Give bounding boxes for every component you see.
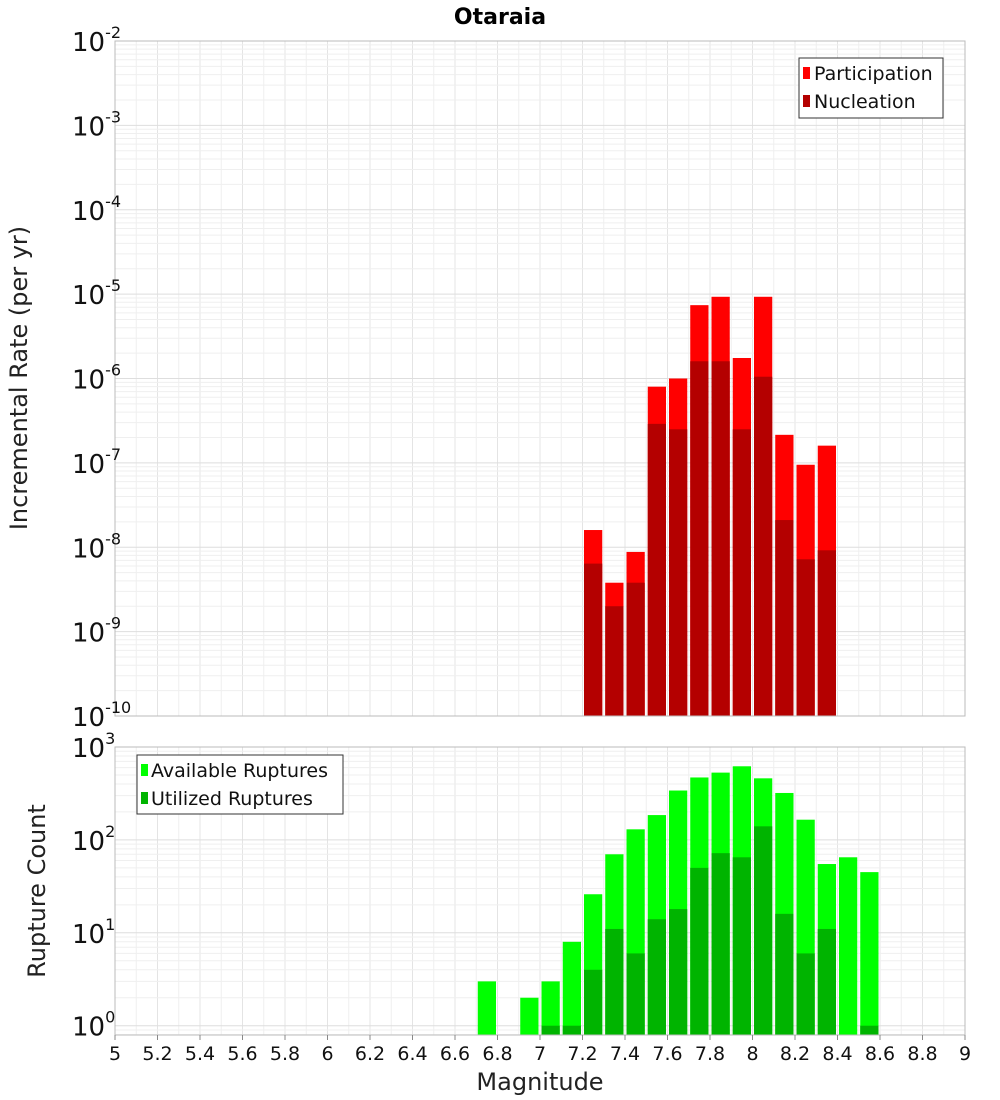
x-tick-label: 5.2 bbox=[142, 1043, 172, 1065]
x-tick-label: 6 bbox=[321, 1043, 333, 1065]
x-tick-label: 5.8 bbox=[270, 1043, 300, 1065]
legend-label-available: Available Ruptures bbox=[151, 760, 328, 782]
x-tick-label: 7.4 bbox=[610, 1043, 640, 1065]
top-y-tick-label: 10-6 bbox=[72, 361, 121, 396]
bottom-bar-series2 bbox=[796, 953, 815, 1035]
bottom-bar-series2 bbox=[732, 857, 751, 1035]
top-bar-series2 bbox=[605, 606, 624, 716]
legend-swatch-available bbox=[141, 764, 148, 776]
top-bar-series2 bbox=[584, 563, 603, 716]
x-tick-label: 6.6 bbox=[440, 1043, 470, 1065]
x-tick-label: 5 bbox=[109, 1043, 121, 1065]
bottom-bar-series1 bbox=[860, 872, 879, 1035]
legend-label-nucleation: Nucleation bbox=[814, 91, 916, 113]
top-bar-series2 bbox=[647, 423, 666, 716]
x-tick-label: 8.8 bbox=[907, 1043, 937, 1065]
bottom-bar-series2 bbox=[669, 909, 688, 1035]
top-y-tick-label: 10-8 bbox=[72, 529, 121, 564]
x-tick-label: 6.8 bbox=[482, 1043, 512, 1065]
bottom-bar-series2 bbox=[562, 1025, 581, 1035]
legend-swatch-participation bbox=[803, 67, 810, 79]
legend-swatch-nucleation bbox=[803, 95, 810, 107]
top-y-tick-label: 10-9 bbox=[72, 614, 121, 649]
top-bar-series2 bbox=[626, 582, 645, 716]
top-plot-frame bbox=[114, 40, 966, 717]
bottom-bar-series2 bbox=[541, 1025, 560, 1035]
bottom-bar-series2 bbox=[626, 953, 645, 1035]
legend-label-utilized: Utilized Ruptures bbox=[151, 788, 313, 810]
top-bar-series2 bbox=[690, 361, 709, 716]
x-tick-label: 9 bbox=[959, 1043, 971, 1065]
top-bar-series2 bbox=[711, 361, 730, 716]
x-tick-label: 5.4 bbox=[185, 1043, 215, 1065]
top-y-axis-label: Incremental Rate (per yr) bbox=[5, 226, 33, 530]
top-y-tick-label: 10-5 bbox=[72, 276, 121, 311]
legend-label-participation: Participation bbox=[814, 63, 933, 85]
chart-title: Otaraia bbox=[454, 5, 546, 30]
top-panel: 10-10 10-9 10-8 10-7 10-6 10-5 10-4 10-3 10-2 bbox=[72, 23, 966, 733]
bottom-bar-series2 bbox=[754, 826, 773, 1035]
bottom-bar-series1 bbox=[477, 981, 496, 1035]
bottom-bar-series2 bbox=[817, 928, 836, 1035]
top-y-tick-label: 10-3 bbox=[72, 107, 121, 142]
bottom-bar-series2 bbox=[584, 969, 603, 1035]
x-tick-label: 7 bbox=[534, 1043, 546, 1065]
bottom-y-tick-label: 103 bbox=[72, 729, 115, 764]
bottom-bar-series2 bbox=[690, 867, 709, 1035]
top-y-tick-label: 10-2 bbox=[72, 23, 121, 58]
bottom-bar-series2 bbox=[775, 913, 794, 1035]
x-tick-label: 8.6 bbox=[865, 1043, 895, 1065]
bottom-bar-series1 bbox=[839, 857, 858, 1035]
bottom-bar-series2 bbox=[647, 919, 666, 1035]
x-axis-ticks: 5 5.2 5.4 5.6 5.8 6 6.2 6.4 6.6 6.8 7 7.2 7.4 7.6 7.8 8… bbox=[109, 1035, 971, 1065]
bottom-legend: Available Ruptures Utilized Ruptures bbox=[136, 754, 344, 815]
top-y-tick-label: 10-10 bbox=[72, 698, 131, 733]
bottom-bar-series1 bbox=[562, 941, 581, 1035]
top-bar-series2 bbox=[796, 559, 815, 716]
top-y-tick-label: 10-4 bbox=[72, 192, 121, 227]
top-legend: Participation Nucleation bbox=[798, 57, 944, 119]
bottom-bar-series2 bbox=[605, 928, 624, 1035]
bottom-legend-box bbox=[136, 754, 344, 815]
top-legend-box bbox=[798, 57, 944, 119]
bottom-bar-series1 bbox=[520, 997, 539, 1035]
x-axis-label: Magnitude bbox=[476, 1068, 603, 1096]
bottom-bar-series2 bbox=[860, 1025, 879, 1035]
x-tick-label: 8.2 bbox=[780, 1043, 810, 1065]
x-tick-label: 6.4 bbox=[397, 1043, 427, 1065]
top-bar-series2 bbox=[754, 376, 773, 716]
x-tick-label: 6.2 bbox=[355, 1043, 385, 1065]
top-bar-series2 bbox=[669, 429, 688, 716]
bottom-y-tick-label: 101 bbox=[72, 915, 115, 950]
x-tick-label: 8.4 bbox=[822, 1043, 852, 1065]
top-y-tick-label: 10-7 bbox=[72, 445, 121, 480]
x-tick-label: 5.6 bbox=[227, 1043, 257, 1065]
x-tick-label: 7.6 bbox=[652, 1043, 682, 1065]
top-bar-series2 bbox=[775, 520, 794, 716]
x-tick-label: 8 bbox=[746, 1043, 758, 1065]
x-tick-label: 7.8 bbox=[695, 1043, 725, 1065]
legend-swatch-utilized bbox=[141, 792, 148, 804]
top-bar-series2 bbox=[817, 550, 836, 716]
x-tick-label: 7.2 bbox=[567, 1043, 597, 1065]
bottom-y-tick-label: 100 bbox=[72, 1008, 115, 1043]
bottom-y-axis-label: Rupture Count bbox=[23, 804, 51, 978]
bottom-bar-series2 bbox=[711, 853, 730, 1035]
bottom-bar-series1 bbox=[541, 981, 560, 1035]
top-bar-series2 bbox=[732, 429, 751, 716]
bottom-y-tick-label: 102 bbox=[72, 822, 115, 857]
